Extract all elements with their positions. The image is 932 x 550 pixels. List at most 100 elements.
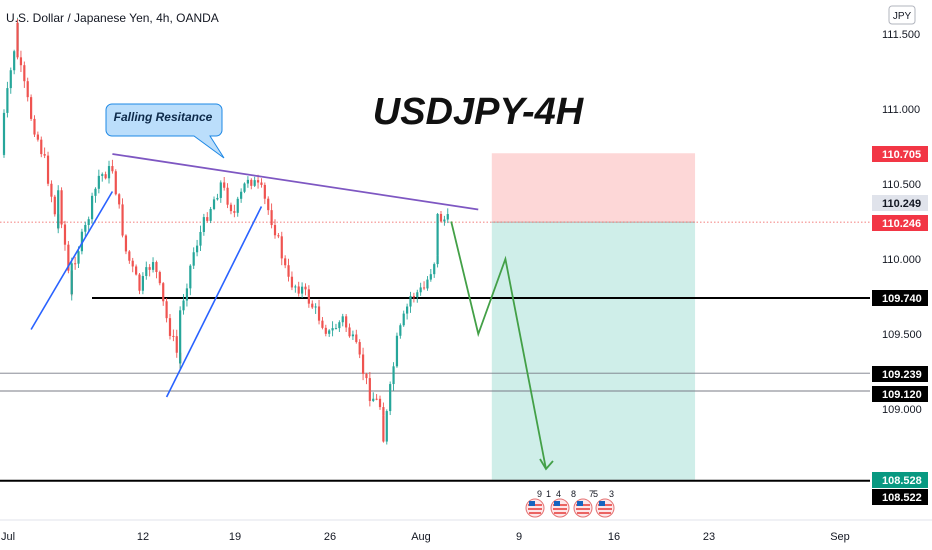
candle [175, 336, 178, 353]
candle [263, 184, 266, 199]
candle [229, 204, 233, 212]
symbol-title: U.S. Dollar / Japanese Yen, 4h, OANDA [6, 11, 219, 25]
forecast-arrowhead [539, 458, 554, 471]
candle [128, 251, 131, 261]
candle [406, 306, 409, 314]
x-tick-label: Aug [411, 531, 431, 543]
candle [341, 316, 344, 323]
candle [33, 118, 36, 135]
candle [260, 182, 263, 185]
candle [9, 70, 12, 89]
candle [277, 235, 280, 237]
candle [90, 195, 94, 220]
y-tick-label: 109.500 [882, 329, 922, 341]
x-tick-label: 16 [608, 531, 620, 543]
candle [243, 183, 246, 192]
candle [53, 196, 56, 215]
candle [365, 373, 368, 379]
price-label-take-profit [872, 472, 928, 488]
candle [392, 366, 395, 385]
y-tick-label: 111.000 [882, 104, 920, 116]
candle [443, 219, 446, 222]
candle [145, 267, 148, 277]
trend-line[interactable] [165, 206, 263, 398]
candle [179, 310, 182, 364]
event-count-label: 4 [556, 489, 561, 499]
candle [402, 313, 405, 326]
currency-badge[interactable] [888, 5, 916, 25]
price-label-level [872, 366, 928, 382]
candle [385, 411, 388, 442]
candle [290, 276, 294, 288]
candle [226, 187, 229, 205]
candle [297, 286, 300, 294]
candle [57, 190, 60, 229]
candle [185, 288, 189, 301]
callout-bubble[interactable] [105, 103, 225, 159]
x-tick-label: 26 [324, 531, 336, 543]
price-label-text: 110.249 [882, 198, 921, 210]
candle [97, 175, 100, 189]
forecast-path[interactable] [450, 221, 547, 470]
callout-text: Falling Resitance [114, 110, 213, 124]
candle [189, 265, 192, 289]
candle [446, 214, 449, 220]
candle [351, 334, 355, 337]
x-tick-label: 9 [516, 531, 522, 543]
event-count-label: 5 [593, 489, 598, 499]
event-count-label: 3 [609, 489, 614, 499]
y-tick-label: 110.500 [882, 179, 921, 191]
candle [416, 292, 419, 298]
candle [355, 334, 358, 343]
event-count-label: 7 [589, 489, 594, 499]
candle [317, 306, 321, 321]
candle [36, 134, 39, 140]
candle [236, 198, 239, 213]
candle [240, 191, 243, 199]
candle [273, 225, 277, 236]
candle [412, 295, 415, 298]
us-flag-canton [599, 501, 605, 506]
candle [399, 325, 402, 336]
candle [256, 180, 260, 183]
candle [338, 322, 341, 329]
price-label-text: 108.528 [882, 475, 922, 487]
event-count-label: 8 [571, 489, 576, 499]
candle [118, 194, 121, 205]
event-count-label: 1 [546, 489, 551, 499]
candle [206, 217, 209, 221]
candle [358, 342, 361, 355]
candle [43, 154, 46, 156]
candle [26, 81, 29, 98]
candle [216, 197, 219, 200]
candle [267, 198, 270, 211]
price-label-text: 108.522 [882, 492, 922, 504]
take-profit-zone [491, 222, 696, 480]
candle [280, 236, 283, 259]
candle [124, 235, 128, 252]
candle [101, 174, 104, 176]
falling-resistance-line[interactable] [112, 153, 479, 211]
candle [436, 213, 439, 256]
candle [94, 188, 97, 196]
x-tick-label: Sep [830, 531, 850, 543]
price-label-text: 109.120 [882, 389, 922, 401]
candle [209, 208, 212, 221]
price-label-text: 110.705 [882, 149, 921, 161]
candle [19, 57, 23, 66]
x-tick-label: Jul [1, 531, 15, 543]
stop-loss-zone [491, 153, 696, 223]
candle [148, 267, 151, 270]
candle [121, 204, 124, 236]
candle [348, 327, 351, 337]
candle [314, 306, 317, 308]
candle [131, 260, 134, 267]
trend-line[interactable] [30, 191, 114, 330]
x-tick-label: 23 [703, 531, 715, 543]
price-axis-panel [870, 0, 932, 520]
candle [104, 174, 107, 179]
price-label-level [872, 386, 928, 402]
y-tick-label: 109.000 [882, 404, 922, 416]
candle [2, 112, 6, 154]
